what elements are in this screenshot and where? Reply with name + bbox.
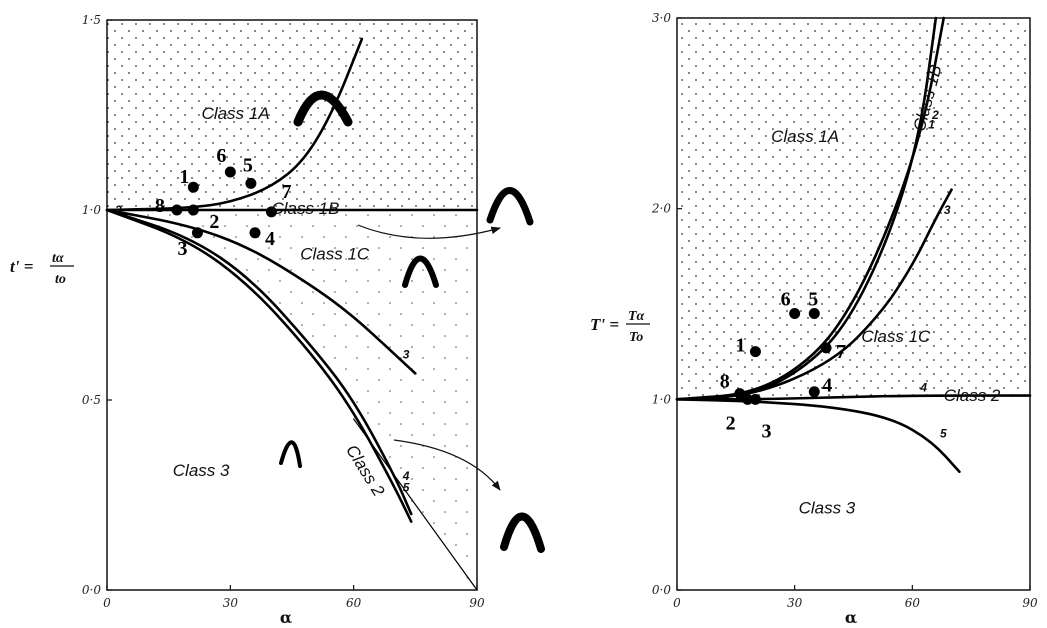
y-axis-label-right: T' = Tα To	[590, 309, 650, 345]
point-label: 4	[265, 228, 275, 250]
point-label: 2	[726, 412, 736, 434]
data-point	[808, 308, 820, 320]
curve-number-label: 4	[402, 469, 410, 483]
y-tick-label: 1·0	[82, 203, 101, 217]
y-label-denominator: To	[629, 330, 643, 345]
curve-3	[105, 208, 417, 375]
x-tick-label: 90	[469, 596, 485, 610]
data-point	[808, 386, 820, 398]
region-label: Class 1A	[771, 127, 839, 146]
data-point	[789, 308, 801, 320]
region-label: Class 1C	[300, 244, 370, 263]
curve-number-label: 3	[403, 347, 410, 361]
arch-shape-icon	[279, 90, 545, 553]
shaded-region	[107, 20, 477, 210]
point-label: 5	[808, 289, 818, 311]
point-label: 8	[720, 371, 730, 393]
region-label: Class 1A	[202, 104, 270, 123]
curve-3	[675, 188, 953, 401]
region-label: Class 2	[944, 386, 1001, 405]
annotation-arrow	[393, 439, 501, 491]
plot-frame	[106, 19, 478, 591]
curve-number-label: 4	[919, 381, 927, 395]
y-tick-label: 1·5	[82, 13, 101, 27]
point-label: 6	[781, 289, 791, 311]
x-axis-label-right: α	[845, 608, 857, 627]
point-label: 6	[216, 145, 226, 167]
curve-number-label: 2	[931, 108, 939, 122]
y-label-prefix: t' =	[10, 257, 33, 276]
data-point	[191, 227, 203, 239]
curve-5	[105, 208, 413, 523]
curve-extra	[353, 418, 478, 591]
data-point	[265, 206, 277, 218]
x-tick-label: 90	[1022, 596, 1038, 610]
y-tick-label: 3·0	[652, 11, 671, 25]
region-label: Class 3	[173, 461, 230, 480]
y-tick-label: 0·5	[82, 393, 101, 407]
y-axis-label-left: t' = tα to	[10, 251, 74, 287]
x-axis-label-left: α	[280, 608, 292, 627]
point-label: 7	[281, 181, 291, 203]
data-point	[224, 166, 236, 178]
curve-5	[675, 398, 961, 474]
sparse-region	[107, 210, 477, 590]
shaded-region	[677, 18, 1030, 400]
point-label: 5	[243, 154, 253, 176]
curve-number-label: 5	[940, 426, 947, 440]
y-label-denominator: to	[55, 272, 66, 287]
y-label-prefix: T' =	[590, 315, 619, 334]
curve-number-label: 1	[928, 117, 935, 131]
region-label: Class 1B	[271, 199, 339, 218]
plot-frame	[676, 17, 1031, 591]
x-tick-label: 30	[787, 596, 803, 610]
x-tick-label: 0	[103, 596, 111, 610]
data-point	[734, 388, 746, 400]
y-tick-label: 0·0	[82, 583, 101, 597]
data-point	[749, 393, 761, 405]
point-label: 7	[836, 341, 846, 363]
point-label: 8	[155, 195, 165, 217]
data-point	[187, 204, 199, 216]
region-label: Class 3	[799, 499, 856, 518]
point-label: 3	[761, 420, 771, 442]
x-tick-label: 0	[673, 596, 681, 610]
point-label: 4	[822, 375, 832, 397]
y-tick-label: 1·0	[652, 392, 671, 406]
curve-4	[105, 208, 413, 516]
data-point	[187, 181, 199, 193]
point-label: 3	[177, 238, 187, 260]
curve-number-label: 2	[114, 203, 122, 217]
data-point	[245, 177, 257, 189]
y-tick-label: 0·0	[652, 583, 671, 597]
point-label: 1	[735, 335, 745, 357]
data-point	[249, 227, 261, 239]
point-label: 1	[179, 166, 189, 188]
y-tick-label: 2·0	[651, 202, 671, 216]
x-tick-label: 60	[346, 596, 362, 610]
data-point	[171, 204, 183, 216]
curve-number-label: 5	[403, 480, 410, 494]
curve-number-label: 3	[944, 203, 951, 217]
y-label-numerator: tα	[52, 251, 64, 266]
region-label: Class 1C	[861, 327, 931, 346]
x-tick-label: 30	[223, 596, 239, 610]
data-point	[820, 342, 832, 354]
data-point	[749, 346, 761, 358]
y-label-numerator: Tα	[628, 309, 645, 324]
point-label: 2	[209, 211, 219, 233]
annotation-arrow	[357, 224, 501, 239]
data-point	[742, 393, 754, 405]
x-tick-label: 60	[905, 596, 921, 610]
